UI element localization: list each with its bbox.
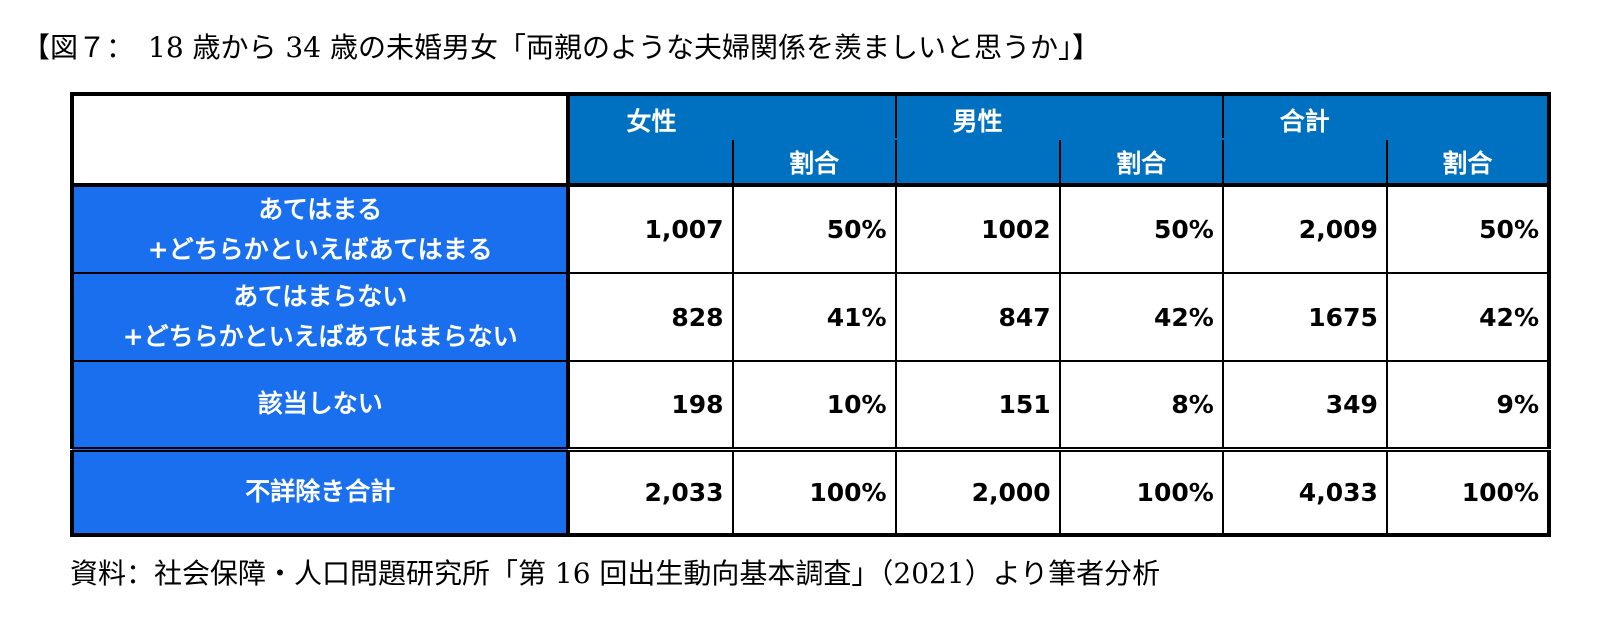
header-ratio-total: 割合 [1385,138,1551,187]
cell-total-count: 1675 [1221,272,1388,362]
header-gap [894,138,1061,187]
cell-female-ratio: 10% [731,360,897,452]
table-row: 該当しない 198 10% 151 8% 349 9% [70,360,1551,452]
cell-total-ratio: 9% [1385,360,1551,452]
source-note: 資料：社会保障・人口問題研究所「第 16 回出生動向基本調査」（2021）より筆… [70,557,1161,590]
cell-total-ratio: 42% [1385,272,1551,362]
cell-male-ratio: 50% [1058,184,1224,274]
header-gap [567,138,734,187]
cell-female-count: 2,033 [567,448,734,536]
cell-female-count: 1,007 [567,184,734,274]
data-table: 女性 男性 合計 割合 割合 割合 あてはまる +どちらかといえばあてはまる 1… [70,92,1551,537]
cell-total-count: 349 [1221,360,1388,452]
cell-female-count: 828 [567,272,734,362]
cell-male-ratio: 8% [1058,360,1224,452]
cell-female-ratio: 50% [731,184,897,274]
table-row-total: 不詳除き合計 2,033 100% 2,000 100% 4,033 100% [70,448,1551,536]
cell-female-ratio: 41% [731,272,897,362]
table-row: あてはまる +どちらかといえばあてはまる 1,007 50% 1002 50% … [70,184,1551,274]
header-ratio-male: 割合 [1058,138,1224,187]
row-label: 該当しない [70,360,571,452]
table-row: あてはまらない +どちらかといえばあてはまらない 828 41% 847 42%… [70,272,1551,362]
cell-male-count: 847 [894,272,1061,362]
cell-total-ratio: 100% [1385,448,1551,536]
header-gap [1221,138,1388,187]
header-ratio-female: 割合 [731,138,897,187]
row-label: あてはまる +どちらかといえばあてはまる [70,184,571,274]
cell-total-count: 4,033 [1221,448,1388,536]
corner-cell [70,93,571,187]
cell-male-count: 2,000 [894,448,1061,536]
cell-male-ratio: 100% [1058,448,1224,536]
header-female: 女性 [567,93,897,140]
header-male: 男性 [894,93,1224,140]
cell-female-count: 198 [567,360,734,452]
row-label: あてはまらない +どちらかといえばあてはまらない [70,272,571,362]
cell-male-count: 151 [894,360,1061,452]
cell-female-ratio: 100% [731,448,897,536]
header-total: 合計 [1221,93,1551,140]
figure-title: 【図７： 18 歳から 34 歳の未婚男女「両親のような夫婦関係を羨ましいと思う… [22,31,1100,64]
cell-total-ratio: 50% [1385,184,1551,274]
row-label: 不詳除き合計 [70,448,571,536]
cell-total-count: 2,009 [1221,184,1388,274]
cell-male-count: 1002 [894,184,1061,274]
cell-male-ratio: 42% [1058,272,1224,362]
